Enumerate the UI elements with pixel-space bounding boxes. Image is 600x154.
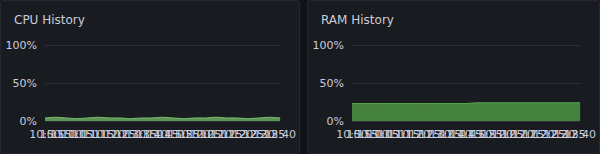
svg-text:100%: 100% [313,39,344,52]
svg-text:0%: 0% [20,115,37,128]
svg-text:RAM History: RAM History [321,13,394,27]
svg-text:50%: 50% [320,77,344,90]
svg-text:100%: 100% [6,39,37,52]
svg-text:50%: 50% [13,77,37,90]
svg-text:CPU History: CPU History [14,13,85,27]
svg-text:12:40: 12:40 [564,128,596,141]
svg-text:12:40: 12:40 [264,128,296,141]
svg-text:0%: 0% [327,115,344,128]
